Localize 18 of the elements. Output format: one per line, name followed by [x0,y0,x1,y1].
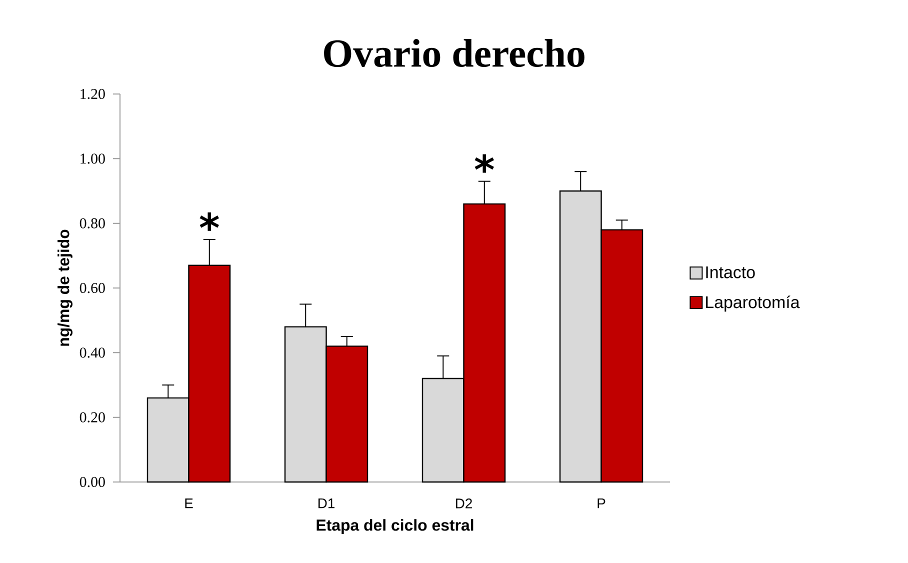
x-tick-label: D1 [318,498,334,508]
y-tick-label: 0.60 [80,282,105,294]
x-tick-label: E [185,498,193,508]
legend-label: Intacto [706,266,755,278]
x-tick-label: D2 [456,498,472,508]
y-tick-label: 0.20 [80,412,105,422]
chart-title: Ovario derecho [324,38,584,68]
y-tick-label: 0.40 [80,348,105,358]
y-tick-label: 1.00 [80,154,105,164]
y-tick-label: 0.80 [80,218,105,228]
y-tick-label: 0.00 [80,476,105,488]
x-axis-title: Etapa del ciclo estral [316,519,474,534]
y-tick-label: 1.20 [80,88,105,100]
annotation: * [200,212,219,231]
annotation: * [474,154,494,173]
x-tick-label: P [598,498,606,508]
y-axis-title: ng/mg de tejido [58,230,72,346]
legend-label: Laparotomía [706,296,800,312]
